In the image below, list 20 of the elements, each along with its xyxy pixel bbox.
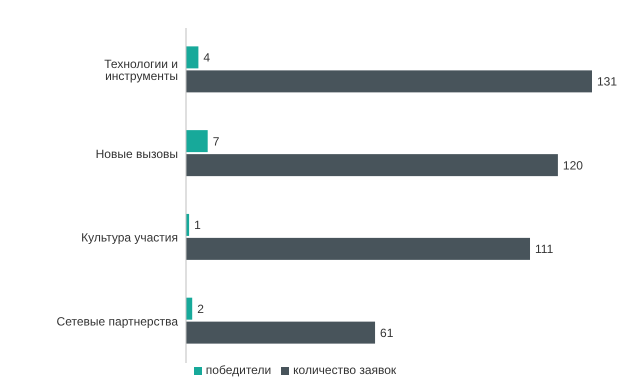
bar (186, 322, 376, 344)
bar (186, 154, 558, 176)
data-label: 61 (380, 326, 394, 340)
bar (186, 238, 530, 260)
y-tick-label: Новые вызовы (96, 146, 178, 161)
y-tick-label: Культура участия (81, 230, 178, 245)
data-label: 111 (535, 242, 554, 256)
data-label: 131 (597, 74, 618, 89)
bar (186, 46, 198, 68)
y-tick-label: Технологии и инструменты (104, 57, 178, 84)
data-label: 120 (562, 158, 584, 172)
data-label: 1 (194, 218, 202, 232)
legend-label: победители (206, 363, 272, 377)
legend-label: количество заявок (293, 363, 396, 377)
data-label: 4 (203, 50, 210, 65)
bar (186, 130, 208, 152)
data-label: 7 (212, 134, 220, 148)
y-tick-label: Сетевые партнерства (56, 314, 178, 328)
data-label: 2 (197, 302, 204, 316)
bar (186, 70, 592, 92)
